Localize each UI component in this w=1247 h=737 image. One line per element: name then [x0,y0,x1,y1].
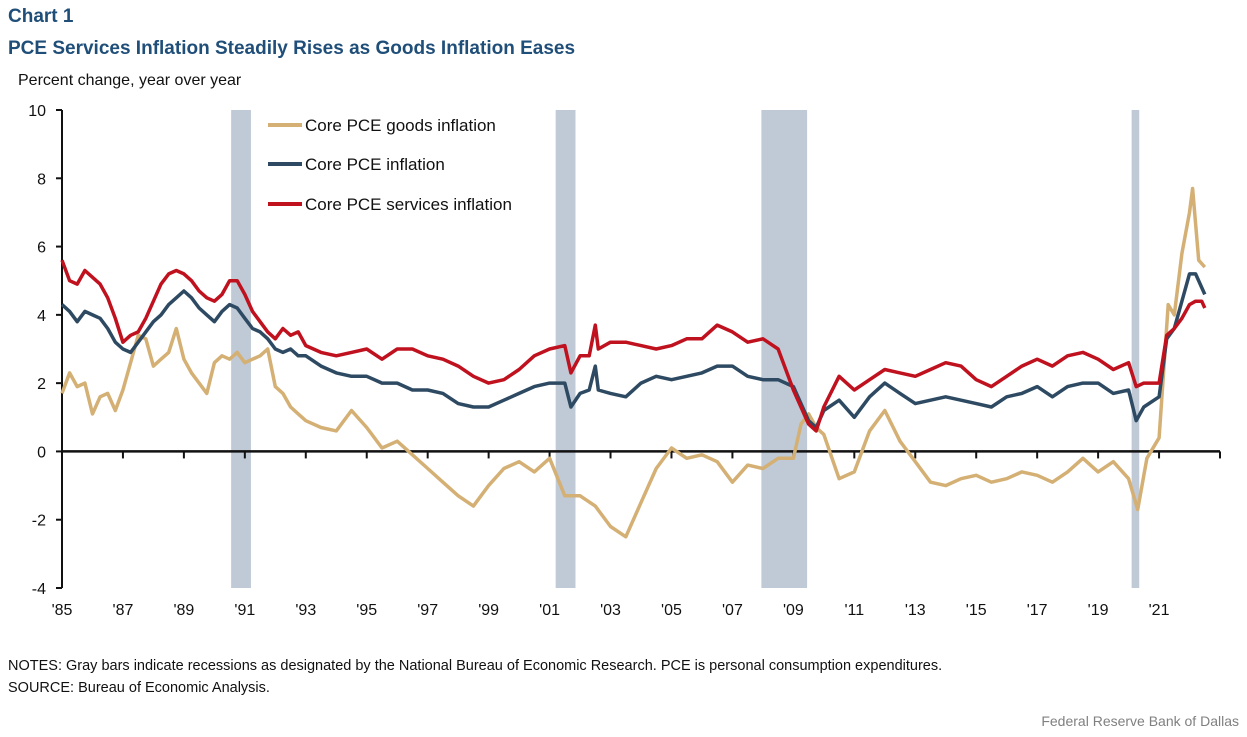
y-tick-label: 6 [37,240,46,257]
chart-number: Chart 1 [8,6,74,27]
recession-bar [761,110,808,588]
axes: -4 -2 0 2 4 6 8 10 '85 '87 '89 '91 '93 '95 '97 '99 '01 '0… [28,103,1221,619]
source-text: SOURCE: Bureau of Economic Analysis. [8,680,270,696]
x-tick-label: '97 [417,602,438,619]
x-tick-label: '05 [661,602,682,619]
x-tick-label: '09 [783,602,804,619]
series-line-services [60,259,1207,433]
series-line-goods [60,186,1207,539]
x-tick-label: '19 [1088,602,1109,619]
x-tick-label: '01 [539,602,560,619]
x-tick-label: '03 [600,602,621,619]
x-tick-label: '91 [234,602,255,619]
notes-text: NOTES: Gray bars indicate recessions as … [8,658,943,674]
legend-label-goods: Core PCE goods inflation [305,116,496,135]
series-line-core [60,272,1207,430]
y-tick-label: 2 [37,376,46,393]
footnotes: NOTES: Gray bars indicate recessions as … [8,655,942,699]
y-tick-label: -2 [32,513,46,530]
credit-text: Federal Reserve Bank of Dallas [1041,713,1239,729]
x-tick-label: '87 [113,602,134,619]
chart-area: -4 -2 0 2 4 6 8 10 '85 '87 '89 '91 '93 '95 '97 '99 '01 '0… [28,103,1221,619]
recession-bar [1131,110,1140,588]
x-tick-label: '07 [722,602,743,619]
x-tick-label: '93 [295,602,316,619]
recession-bar [231,110,251,588]
x-tick-label: '21 [1149,602,1170,619]
legend: Core PCE goods inflation Core PCE inflati… [268,116,512,214]
y-tick-label: 0 [37,444,46,461]
x-tick-label: '17 [1027,602,1048,619]
chart-title: PCE Services Inflation Steadily Rises as… [8,38,576,59]
y-axis-unit-label: Percent change, year over year [18,72,242,89]
recession-bars [231,110,1140,588]
x-tick-label: '15 [966,602,987,619]
x-tick-label: '89 [173,602,194,619]
x-tick-label: '85 [52,602,73,619]
x-tick-label: '95 [356,602,377,619]
x-tick-label: '11 [844,602,864,619]
series-lines [60,186,1207,539]
x-tick-label: '99 [478,602,499,619]
y-tick-label: 10 [28,103,46,120]
x-tick-label: '13 [905,602,926,619]
y-tick-label: -4 [32,581,46,598]
legend-label-services: Core PCE services inflation [305,195,512,214]
y-tick-label: 4 [37,308,46,325]
legend-label-core: Core PCE inflation [305,155,445,174]
y-tick-label: 8 [37,171,46,188]
